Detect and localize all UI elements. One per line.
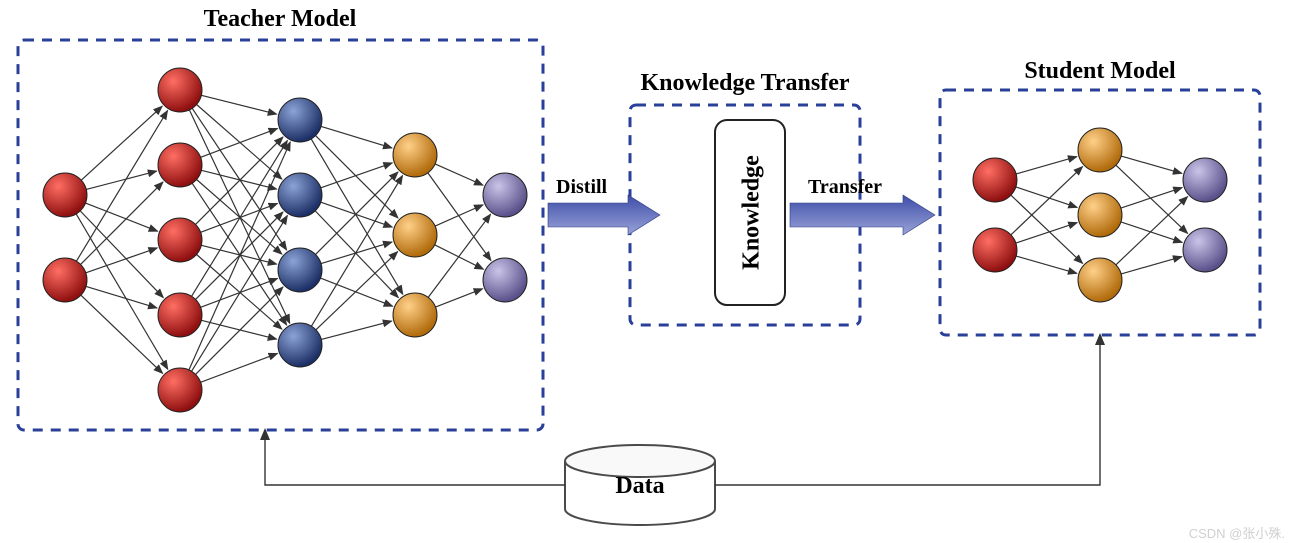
teacher-edge (81, 106, 162, 180)
student-edge (1016, 187, 1077, 207)
teacher-node-L3-1 (393, 213, 437, 257)
teacher-edge (86, 248, 158, 273)
teacher-node-L4-1 (483, 258, 527, 302)
teacher-title: Teacher Model (204, 6, 357, 32)
teacher-edge (316, 252, 398, 330)
student-node-L0-1 (973, 228, 1017, 272)
student-edge (1116, 197, 1188, 265)
knowledge-transfer-title: Knowledge Transfer (640, 70, 849, 96)
teacher-edge (192, 183, 286, 325)
teacher-box (18, 40, 543, 430)
teacher-edge (192, 215, 288, 371)
teacher-edge (311, 139, 403, 294)
teacher-node-L1-4 (158, 368, 202, 412)
teacher-node-L0-0 (43, 173, 87, 217)
student-edge (1016, 223, 1077, 243)
teacher-node-L4-0 (483, 173, 527, 217)
data-label: Data (615, 473, 664, 499)
student-node-L1-0 (1078, 128, 1122, 172)
teacher-node-L2-2 (278, 248, 322, 292)
teacher-edge (428, 173, 491, 261)
teacher-edge (76, 111, 167, 262)
teacher-edge (197, 104, 282, 179)
teacher-edge (189, 142, 290, 370)
teacher-node-L0-1 (43, 258, 87, 302)
teacher-node-L2-3 (278, 323, 322, 367)
teacher-edge (315, 211, 398, 298)
data-to-student-line (715, 335, 1100, 485)
teacher-edge (201, 128, 278, 157)
transfer-label: Transfer (808, 176, 882, 198)
teacher-edge (201, 170, 276, 189)
teacher-edge (321, 321, 391, 339)
teacher-edge (86, 286, 157, 308)
teacher-node-L1-0 (158, 68, 202, 112)
teacher-edge (192, 140, 288, 296)
teacher-edge (311, 176, 402, 327)
teacher-edge (76, 214, 168, 369)
student-edge (1121, 188, 1182, 208)
teacher-edge (81, 182, 163, 264)
student-node-L2-0 (1183, 158, 1227, 202)
teacher-node-L3-0 (393, 133, 437, 177)
teacher-edge (201, 95, 276, 114)
teacher-node-L1-1 (158, 143, 202, 187)
student-edge (1016, 256, 1077, 273)
teacher-edge (435, 205, 483, 226)
teacher-edge (428, 214, 490, 297)
transfer-arrow (790, 195, 935, 235)
student-node-L2-1 (1183, 228, 1227, 272)
knowledge-label: Knowledge (738, 155, 764, 270)
watermark: CSDN @张小殊. (1189, 526, 1285, 541)
teacher-edge (316, 172, 398, 254)
data-to-teacher-line (265, 430, 565, 485)
teacher-edge (436, 289, 483, 307)
teacher-edge (316, 136, 398, 218)
teacher-edge (321, 126, 392, 148)
student-edge (1121, 257, 1182, 274)
student-node-L1-1 (1078, 193, 1122, 237)
student-title: Student Model (1024, 58, 1176, 84)
teacher-node-L2-0 (278, 98, 322, 142)
student-edge (1116, 165, 1188, 233)
teacher-node-L3-2 (393, 293, 437, 337)
student-edge (1016, 157, 1077, 174)
teacher-edge (81, 295, 163, 373)
student-node-L1-2 (1078, 258, 1122, 302)
teacher-node-L1-3 (158, 293, 202, 337)
student-edge (1121, 222, 1182, 242)
distill-arrow (548, 195, 660, 235)
teacher-edge (321, 163, 393, 188)
teacher-edge (192, 108, 286, 250)
teacher-edge (196, 287, 283, 374)
teacher-edge (197, 254, 282, 329)
teacher-edge (435, 164, 483, 185)
student-edge (1121, 156, 1182, 173)
teacher-node-L2-1 (278, 173, 322, 217)
teacher-node-L1-2 (158, 218, 202, 262)
teacher-edge (321, 242, 392, 264)
distill-label: Distill (556, 176, 608, 198)
teacher-edge (321, 202, 393, 227)
student-node-L0-0 (973, 158, 1017, 202)
